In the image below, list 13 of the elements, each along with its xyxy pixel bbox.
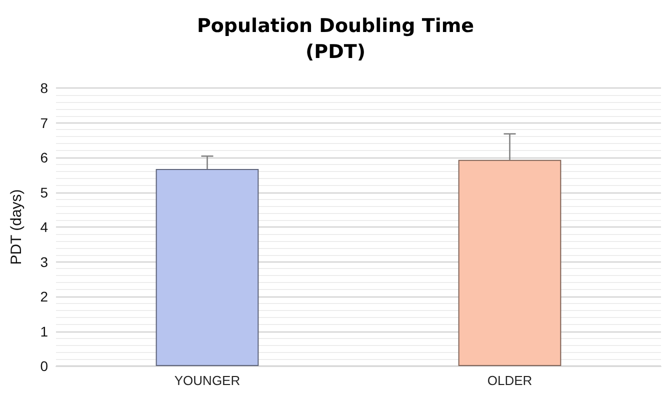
y-tick-label: 5 <box>40 184 48 200</box>
x-tick-label: OLDER <box>487 373 532 388</box>
y-tick-label: 2 <box>40 288 48 304</box>
y-tick-label: 7 <box>40 114 48 131</box>
y-tick-label: 1 <box>40 323 48 340</box>
y-tick-label: 8 <box>40 80 48 96</box>
y-tick-label: 4 <box>40 219 48 235</box>
y-tick-label: 6 <box>40 150 48 166</box>
y-tick-label: 3 <box>40 254 48 270</box>
y-tick-label: 0 <box>40 358 48 374</box>
x-tick-label: YOUNGER <box>174 373 240 388</box>
chart-title: Population Doubling Time (PDT) <box>196 15 474 63</box>
y-axis-title: PDT (days) <box>8 189 25 265</box>
